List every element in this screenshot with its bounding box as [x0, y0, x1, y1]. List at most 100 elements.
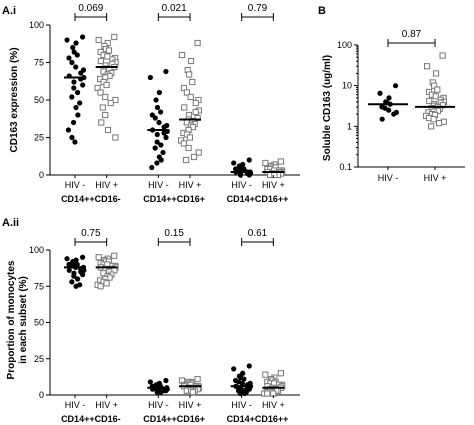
hiv-pos-point: [111, 33, 118, 41]
category-label: HIV -: [65, 180, 86, 190]
hiv-neg-point: [386, 107, 392, 113]
category-label: HIV -: [148, 400, 169, 410]
hiv-neg-point: [69, 94, 75, 100]
hiv-neg-point: [158, 157, 164, 163]
hiv-pos-point: [423, 63, 431, 70]
hiv-neg-point: [79, 254, 86, 260]
hiv-pos-point: [95, 254, 102, 261]
y-axis-title-line: Proportion of monocytes: [6, 260, 17, 379]
hiv-neg-point: [160, 149, 166, 156]
hiv-neg-point: [79, 34, 86, 40]
hiv-neg-point: [73, 104, 79, 111]
hiv-neg-point: [163, 377, 169, 384]
hiv-neg-point: [154, 131, 160, 138]
hiv-pos-point: [431, 82, 438, 89]
hiv-neg-point: [77, 100, 83, 106]
hiv-neg-point: [69, 134, 75, 141]
category-label: HIV -: [231, 180, 252, 190]
hiv-pos-point: [98, 119, 105, 126]
hiv-neg-point: [154, 160, 160, 166]
hiv-neg-point: [392, 83, 399, 89]
hiv-neg-point: [154, 389, 160, 395]
hiv-neg-point: [80, 82, 86, 88]
hiv-neg-point: [147, 74, 153, 81]
y-tick-label: 10: [342, 81, 352, 91]
hiv-pos-point: [434, 86, 441, 93]
hiv-pos-point: [194, 39, 201, 47]
hiv-neg-point: [156, 89, 162, 96]
hiv-neg-point: [377, 90, 383, 96]
y-tick-label: 0: [39, 170, 44, 180]
hiv-neg-point: [152, 115, 158, 121]
y-tick-label: 0: [39, 390, 44, 400]
hiv-pos-point: [277, 370, 285, 377]
hiv-pos-point: [262, 159, 269, 167]
panel-label-aii: A.ii: [2, 217, 19, 229]
category-label: HIV +: [262, 400, 285, 410]
hiv-neg-point: [154, 104, 161, 111]
hiv-neg-point: [80, 272, 86, 278]
hiv-pos-point: [104, 53, 111, 60]
hiv-neg-point: [163, 68, 169, 75]
hiv-neg-point: [71, 79, 77, 85]
hiv-neg-point: [154, 139, 160, 145]
subset-label: CD14++CD16-: [61, 194, 121, 204]
hiv-neg-point: [70, 44, 76, 51]
subset-label: CD14++CD16-: [61, 414, 121, 424]
hiv-pos-point: [430, 116, 437, 123]
hiv-neg-point: [147, 379, 153, 385]
hiv-pos-point: [107, 99, 114, 107]
hiv-pos-point: [111, 252, 118, 259]
category-label: HIV -: [65, 400, 86, 410]
p-value: 0.069: [78, 3, 103, 14]
hiv-neg-point: [74, 89, 81, 96]
y-axis-title: Soluble CD163 (ug/ml): [322, 55, 333, 161]
hiv-neg-point: [386, 95, 392, 101]
y-tick-label: 50: [34, 95, 44, 105]
hiv-neg-point: [231, 160, 237, 166]
hiv-pos-point: [186, 71, 193, 78]
hiv-neg-point: [66, 55, 72, 61]
hiv-neg-point: [246, 363, 252, 369]
hiv-pos-point: [97, 89, 104, 96]
category-label: HIV -: [148, 180, 169, 190]
hiv-pos-point: [97, 283, 104, 290]
p-value: 0.021: [162, 3, 187, 14]
y-tick-label: 0.1: [339, 162, 352, 172]
category-label: HIV -: [231, 400, 252, 410]
hiv-pos-point: [105, 47, 113, 54]
hiv-neg-point: [239, 380, 245, 386]
hiv-neg-point: [73, 40, 79, 46]
y-tick-label: 100: [29, 245, 44, 255]
category-label: HIV +: [95, 180, 118, 190]
hiv-pos-point: [102, 93, 109, 101]
hiv-neg-point: [231, 366, 237, 372]
y-tick-label: 75: [34, 58, 44, 68]
category-label: HIV +: [179, 180, 202, 190]
hiv-neg-point: [237, 390, 243, 397]
p-value: 0.75: [81, 228, 101, 239]
hiv-neg-point: [74, 276, 81, 282]
hiv-neg-point: [156, 119, 162, 126]
hiv-pos-point: [180, 140, 188, 147]
subset-label: CD14++CD16+: [143, 194, 205, 204]
hiv-neg-point: [71, 85, 77, 91]
y-tick-label: 75: [34, 281, 44, 291]
hiv-neg-point: [75, 112, 81, 118]
hiv-pos-point: [262, 371, 269, 378]
hiv-pos-point: [194, 375, 201, 383]
hiv-neg-point: [379, 116, 385, 122]
y-tick-label: 25: [34, 133, 44, 143]
hiv-neg-point: [65, 127, 72, 133]
hiv-pos-point: [102, 111, 109, 119]
y-tick-label: 1: [347, 121, 352, 131]
hiv-pos-point: [439, 52, 446, 59]
y-axis-title-line: in each subset (%): [18, 276, 29, 364]
hiv-pos-point: [187, 57, 195, 65]
hiv-neg-point: [73, 64, 79, 70]
hiv-pos-point: [192, 108, 199, 116]
y-tick-label: 100: [29, 20, 44, 30]
hiv-neg-point: [70, 119, 77, 126]
hiv-pos-point: [103, 280, 110, 287]
